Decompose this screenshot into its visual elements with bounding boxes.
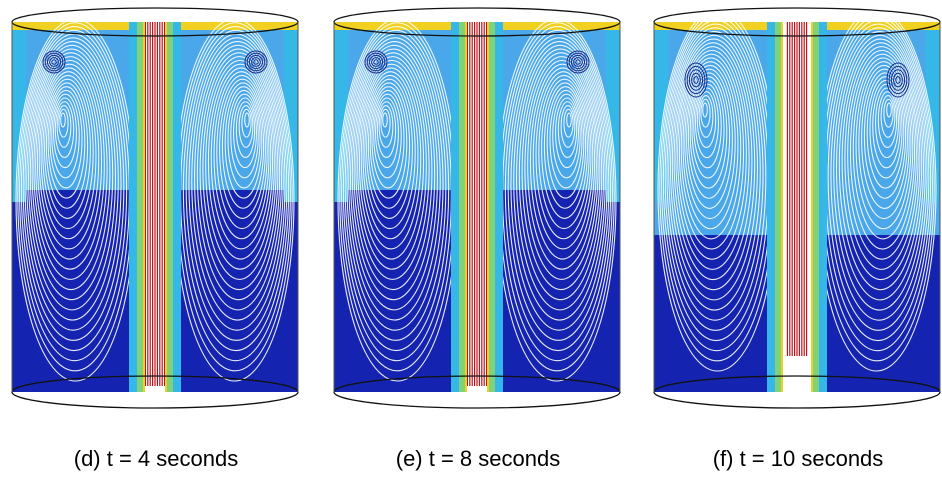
panel-e: (e) t = 8 seconds xyxy=(328,0,628,481)
flow-cylinder-d xyxy=(11,7,299,409)
caption-d: (d) t = 4 seconds xyxy=(73,446,239,471)
flow-cylinder-e xyxy=(333,7,621,409)
panel-f: (f) t = 10 seconds xyxy=(648,0,942,481)
flow-cylinder-f xyxy=(653,7,941,409)
caption-e: (e) t = 8 seconds xyxy=(395,446,561,471)
caption-f: (f) t = 10 seconds xyxy=(712,446,884,471)
panel-d: (d) t = 4 seconds xyxy=(6,0,306,481)
